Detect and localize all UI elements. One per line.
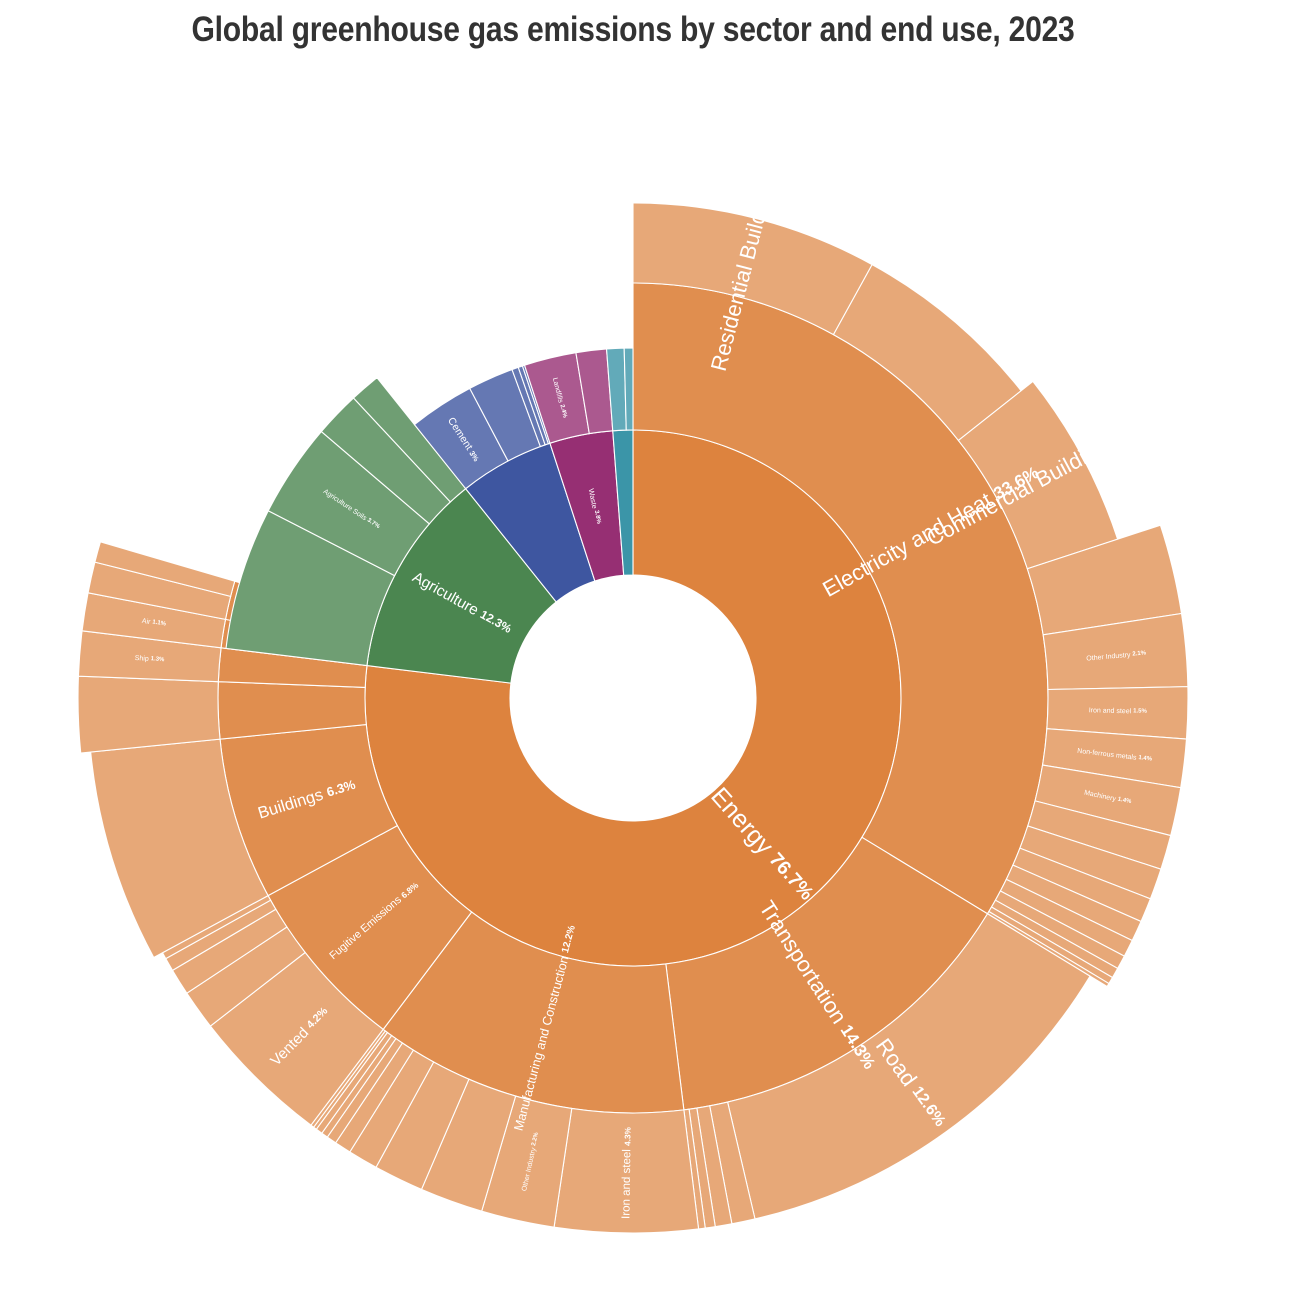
enduse-label-iron-and-steel-2-0-text: Iron and steel [620, 1146, 633, 1219]
subsector-label-landfills-0-pct: 2.4% [558, 404, 567, 419]
enduse-label-iron-and-steel-0-5-pct: 1.5% [1133, 708, 1147, 714]
enduse-label-commercial-buildings-0-2-pct: 5.6% [1117, 411, 1157, 443]
enduse-label-ship-6-0: Ship 1.3% [135, 654, 166, 663]
enduse-label-non-ferrous-metals-0-6-pct: 1.4% [1138, 755, 1153, 763]
enduse-label-iron-and-steel-2-0-pct: 4.3% [622, 1126, 632, 1146]
enduse-label-machinery-0-7-pct: 1.4% [1117, 797, 1132, 806]
sector-label-waste-text: Waste [587, 488, 600, 512]
enduse-label-air-7-0-pct: 1.1% [152, 619, 167, 627]
enduse-label-residential-buildings-0-0-pct: 8% [762, 142, 784, 168]
enduse-label-other-industry-2-1-pct: 2.2% [531, 1131, 540, 1146]
enduse-label-other-industry-0-4: Other Industry 2.1% [1086, 650, 1147, 662]
enduse-label-ship-6-0-text: Ship [135, 654, 151, 662]
enduse-unlabeled-5-0 [77, 675, 221, 754]
enduse-label-air-7-0-text: Air [141, 617, 152, 626]
enduse-label-ship-6-0-pct: 1.3% [150, 656, 165, 663]
chart-title: Global greenhouse gas emissions by secto… [191, 10, 1075, 49]
enduse-label-iron-and-steel-2-0: Iron and steel 4.3% [620, 1126, 633, 1219]
enduse-label-other-industry-0-4-pct: 2.1% [1132, 650, 1147, 657]
sector-label-waste: Waste 3.8% [587, 488, 603, 526]
enduse-label-iron-and-steel-0-5-text: Iron and steel [1089, 707, 1134, 715]
enduse-label-air-7-0: Air 1.1% [141, 617, 167, 628]
sector-label-waste-pct: 3.8% [593, 510, 602, 525]
enduse-unlabeled-8-1 [94, 541, 236, 598]
enduse-label-other-industry-0-4-text: Other Industry [1086, 651, 1133, 662]
subsector-unlabeled-1 [623, 347, 634, 431]
enduse-label-iron-and-steel-0-5: Iron and steel 1.5% [1089, 707, 1148, 716]
